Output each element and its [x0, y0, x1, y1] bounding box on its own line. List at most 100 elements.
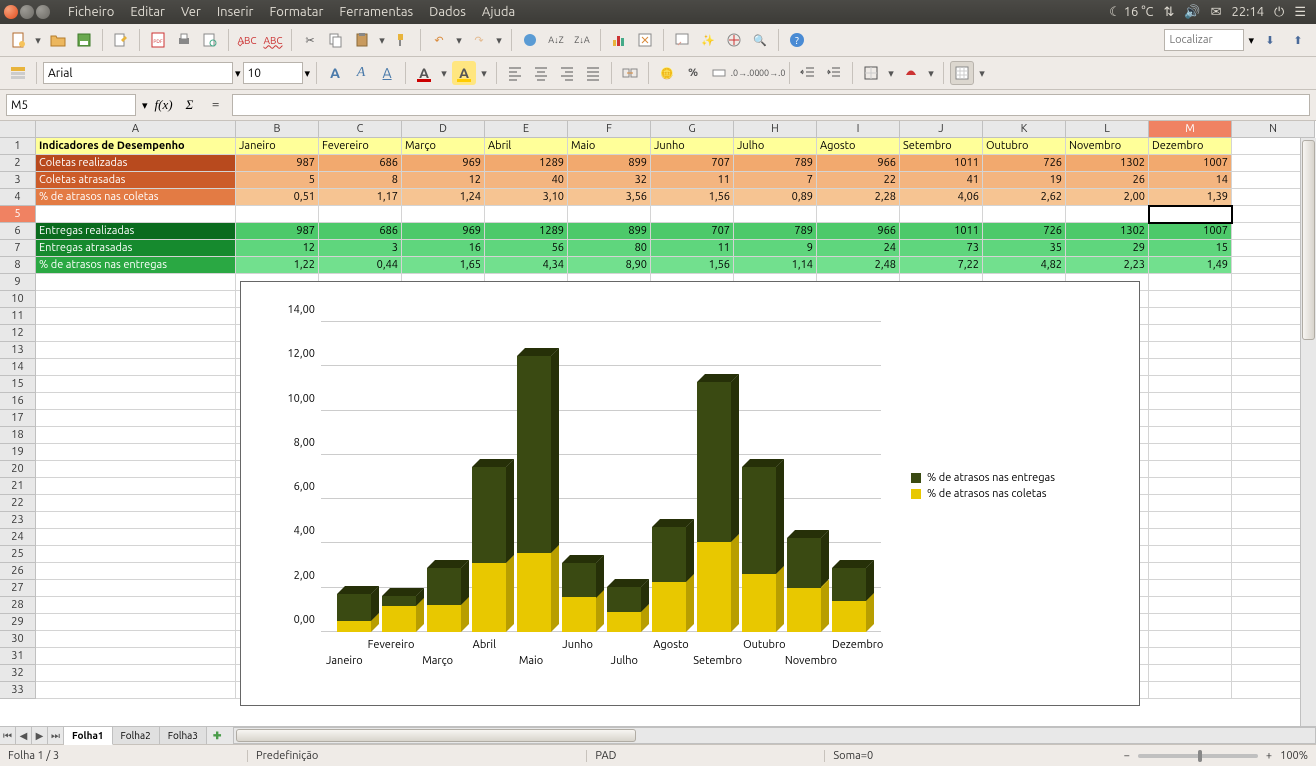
cell[interactable]: 707 — [651, 223, 734, 240]
cell[interactable]: Coletas atrasadas — [36, 172, 236, 189]
row-header[interactable]: 25 — [0, 546, 36, 563]
copy-icon[interactable] — [324, 28, 348, 52]
cell[interactable]: 1,14 — [734, 257, 817, 274]
print-preview-icon[interactable] — [198, 28, 222, 52]
cell[interactable] — [1149, 308, 1232, 325]
sum-icon[interactable]: Σ — [180, 95, 200, 115]
row-header[interactable]: 12 — [0, 325, 36, 342]
dropdown-icon[interactable]: ▾ — [376, 28, 388, 52]
column-header[interactable]: F — [568, 121, 651, 138]
menu-ver[interactable]: Ver — [173, 5, 209, 19]
find-next-icon[interactable]: ⬇ — [1258, 28, 1282, 52]
number-format-icon[interactable] — [707, 61, 731, 85]
column-header[interactable]: L — [1066, 121, 1149, 138]
cell[interactable]: Dezembro — [1149, 138, 1232, 155]
row-header[interactable]: 29 — [0, 614, 36, 631]
cell[interactable] — [36, 206, 236, 223]
cell[interactable]: 1289 — [485, 223, 568, 240]
row-header[interactable]: 8 — [0, 257, 36, 274]
dropdown-icon[interactable]: ▾ — [1248, 34, 1254, 47]
dropdown-icon[interactable]: ▾ — [438, 61, 450, 85]
cell[interactable]: 29 — [1066, 240, 1149, 257]
sort-desc-icon[interactable]: Z↓A — [570, 28, 594, 52]
cell[interactable] — [1149, 427, 1232, 444]
sheet-tab[interactable]: Folha1 — [64, 727, 113, 745]
format-paint-icon[interactable] — [390, 28, 414, 52]
cell[interactable] — [36, 427, 236, 444]
menu-formatar[interactable]: Formatar — [261, 5, 331, 19]
row-header[interactable]: 27 — [0, 580, 36, 597]
cell[interactable]: Abril — [485, 138, 568, 155]
menu-ficheiro[interactable]: Ficheiro — [60, 5, 122, 19]
cell[interactable]: 789 — [734, 155, 817, 172]
session-icon[interactable]: ⏻ — [1274, 5, 1284, 20]
save-icon[interactable] — [72, 28, 96, 52]
cell[interactable]: Entregas realizadas — [36, 223, 236, 240]
cell[interactable] — [1149, 461, 1232, 478]
menu-editar[interactable]: Editar — [122, 5, 173, 19]
align-right-icon[interactable] — [555, 61, 579, 85]
row-header[interactable]: 23 — [0, 512, 36, 529]
cell[interactable]: 966 — [817, 223, 900, 240]
cell[interactable] — [1149, 682, 1232, 699]
cell[interactable] — [36, 529, 236, 546]
cell[interactable] — [1149, 393, 1232, 410]
cell[interactable] — [36, 665, 236, 682]
cell[interactable]: 26 — [1066, 172, 1149, 189]
help-icon[interactable]: ? — [785, 28, 809, 52]
cell[interactable]: Março — [402, 138, 485, 155]
cell[interactable]: 1,22 — [236, 257, 319, 274]
cell[interactable] — [1149, 359, 1232, 376]
cell[interactable]: 1302 — [1066, 155, 1149, 172]
cell[interactable] — [1149, 631, 1232, 648]
borders-icon[interactable] — [859, 61, 883, 85]
row-header[interactable]: 11 — [0, 308, 36, 325]
row-header[interactable]: 19 — [0, 444, 36, 461]
row-header[interactable]: 10 — [0, 291, 36, 308]
redo-icon[interactable]: ↷ — [467, 28, 491, 52]
cell[interactable]: 1007 — [1149, 155, 1232, 172]
zoom-level[interactable]: 100% — [1280, 750, 1308, 762]
merge-cells-icon[interactable] — [618, 61, 642, 85]
cut-icon[interactable]: ✂ — [298, 28, 322, 52]
cell[interactable] — [36, 512, 236, 529]
cell[interactable]: Coletas realizadas — [36, 155, 236, 172]
cell[interactable] — [651, 206, 734, 223]
cell[interactable] — [36, 444, 236, 461]
new-doc-icon[interactable] — [6, 28, 30, 52]
cell[interactable]: 11 — [651, 172, 734, 189]
cell[interactable]: 726 — [983, 155, 1066, 172]
cell[interactable] — [1149, 376, 1232, 393]
cell[interactable]: 0,89 — [734, 189, 817, 206]
cell[interactable] — [1149, 512, 1232, 529]
increase-indent-icon[interactable] — [822, 61, 846, 85]
cell[interactable]: 9 — [734, 240, 817, 257]
open-icon[interactable] — [46, 28, 70, 52]
cell[interactable] — [36, 342, 236, 359]
cell[interactable] — [36, 325, 236, 342]
cell[interactable]: 35 — [983, 240, 1066, 257]
dropdown-icon[interactable]: ▾ — [32, 28, 44, 52]
cell[interactable]: 1,17 — [319, 189, 402, 206]
row-header[interactable]: 32 — [0, 665, 36, 682]
percent-icon[interactable]: % — [681, 61, 705, 85]
cell[interactable]: 0,51 — [236, 189, 319, 206]
cell[interactable] — [36, 648, 236, 665]
cell[interactable] — [983, 206, 1066, 223]
zoom-slider[interactable] — [1138, 754, 1258, 758]
find-prev-icon[interactable]: ⬆ — [1286, 28, 1310, 52]
cell[interactable]: 7,22 — [900, 257, 983, 274]
cell[interactable]: 899 — [568, 223, 651, 240]
cell[interactable] — [1149, 597, 1232, 614]
cell[interactable]: 2,23 — [1066, 257, 1149, 274]
cell[interactable]: 15 — [1149, 240, 1232, 257]
cell[interactable] — [1149, 444, 1232, 461]
cell[interactable]: 3 — [319, 240, 402, 257]
column-header[interactable]: I — [817, 121, 900, 138]
dropdown-icon[interactable]: ▾ — [925, 61, 937, 85]
row-header[interactable]: 30 — [0, 631, 36, 648]
row-header[interactable]: 9 — [0, 274, 36, 291]
cell[interactable]: 0,44 — [319, 257, 402, 274]
cell[interactable]: 4,34 — [485, 257, 568, 274]
zoom-plus[interactable]: + — [1266, 750, 1272, 762]
